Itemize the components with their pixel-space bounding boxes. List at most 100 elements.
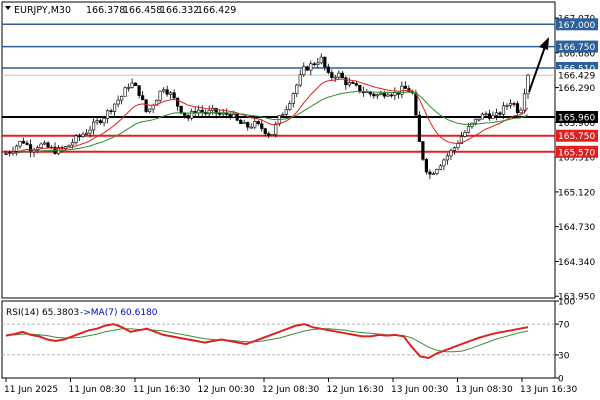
candle-body [207, 110, 211, 115]
candle-body [169, 92, 173, 95]
candle-body [459, 136, 464, 144]
time-tick-label: 13 Jun 08:30 [456, 385, 513, 395]
candle-body [105, 110, 110, 119]
candle-body [267, 133, 271, 136]
candle-body [183, 112, 187, 116]
price-tick-label: 165.120 [558, 188, 595, 198]
candle-body [84, 132, 89, 135]
candle-body [11, 150, 15, 154]
candle-body [134, 82, 138, 86]
candle-body [200, 109, 204, 113]
symbol-dropdown-icon[interactable] [5, 6, 11, 10]
candle-body [232, 113, 236, 118]
rsi-line [5, 323, 529, 360]
candle-body [74, 135, 78, 143]
current-price-label: 166.429 [558, 72, 595, 82]
candle-body [466, 126, 471, 133]
candle-body [494, 112, 499, 116]
price-tick-label: 165.900 [558, 119, 595, 129]
ema-layer [5, 78, 529, 155]
candle-body [246, 122, 250, 128]
forecast-arrow [528, 37, 549, 93]
forecast-arrow-shaft [528, 43, 547, 93]
candle-body [445, 155, 450, 161]
candle-body [407, 88, 411, 92]
candle-body [456, 143, 460, 149]
candle-body [18, 140, 22, 147]
candle-body [39, 143, 43, 149]
rsi-tick-label: 70 [558, 321, 570, 331]
level-tag-label: 166.750 [558, 43, 595, 53]
candle-body [333, 76, 337, 79]
price-tick-label: 166.290 [558, 84, 595, 94]
candle-body [190, 111, 194, 119]
candle-body [281, 114, 285, 116]
level-tag [556, 111, 598, 124]
candle-body [256, 121, 260, 125]
candle-body [137, 85, 141, 96]
price-tick-label: 163.950 [558, 293, 595, 303]
candle-body [162, 89, 166, 92]
candle-body [239, 119, 243, 124]
candle-body [70, 142, 75, 146]
candle-body [487, 113, 492, 119]
candle-body [242, 122, 246, 124]
level-tag-label: 165.960 [558, 114, 595, 124]
time-tick-label: 13 Jun 00:30 [391, 385, 448, 395]
candle-body [386, 94, 390, 97]
candle-body [288, 103, 292, 110]
candle-body [214, 107, 218, 114]
candle-body [46, 142, 50, 148]
candle-body [127, 87, 131, 89]
candle-body [116, 99, 120, 105]
candle-body [284, 109, 288, 115]
candle-body [67, 144, 71, 147]
candle-body [120, 95, 124, 101]
level-tag-label: 165.570 [558, 148, 595, 158]
rsi-ma-label: ->MA(7) 60.6180 [80, 308, 158, 318]
candle-body [109, 110, 113, 113]
candle-body [435, 169, 439, 174]
candle-body [91, 121, 96, 131]
candle-body [477, 118, 481, 121]
candle-body [81, 133, 85, 137]
candle-body [77, 135, 82, 138]
candle-body [130, 82, 134, 88]
candle-body [253, 121, 257, 128]
time-tick-label: 12 Jun 00:30 [198, 385, 255, 395]
level-tag [556, 145, 598, 158]
candle-body [449, 150, 453, 157]
candle-body [144, 99, 148, 112]
candle-body [326, 66, 330, 73]
candle-body [309, 63, 313, 71]
time-tick-label: 12 Jun 08:30 [262, 385, 319, 395]
candle-body [263, 128, 267, 134]
candle-body [28, 144, 33, 153]
candle-body [235, 113, 239, 121]
ohlc-open: 166.378 [86, 5, 125, 16]
candle-body [403, 85, 407, 89]
candle-body [480, 113, 485, 120]
candle-body [414, 92, 418, 116]
candle-body [519, 109, 523, 114]
ema-fast-line [5, 78, 529, 155]
candle-body [218, 113, 222, 115]
candle-body [123, 87, 127, 97]
candle-body [372, 93, 376, 97]
candle-body [347, 82, 351, 86]
candle-body [316, 62, 320, 66]
candle-body [442, 159, 446, 167]
candle-body [88, 129, 92, 134]
candle-body [522, 93, 527, 111]
ohlc-low: 166.332 [160, 5, 199, 16]
time-tick-label: 11 Jun 2025 [4, 385, 58, 395]
price-tick-label: 164.340 [558, 258, 595, 268]
candle-body [98, 120, 103, 124]
candle-body [165, 89, 169, 95]
candle-body [484, 113, 488, 116]
time-tick-label: 11 Jun 08:30 [69, 385, 126, 395]
time-tick-label: 11 Jun 16:30 [133, 385, 190, 395]
candle-body [228, 114, 232, 118]
candle-body [25, 142, 29, 145]
